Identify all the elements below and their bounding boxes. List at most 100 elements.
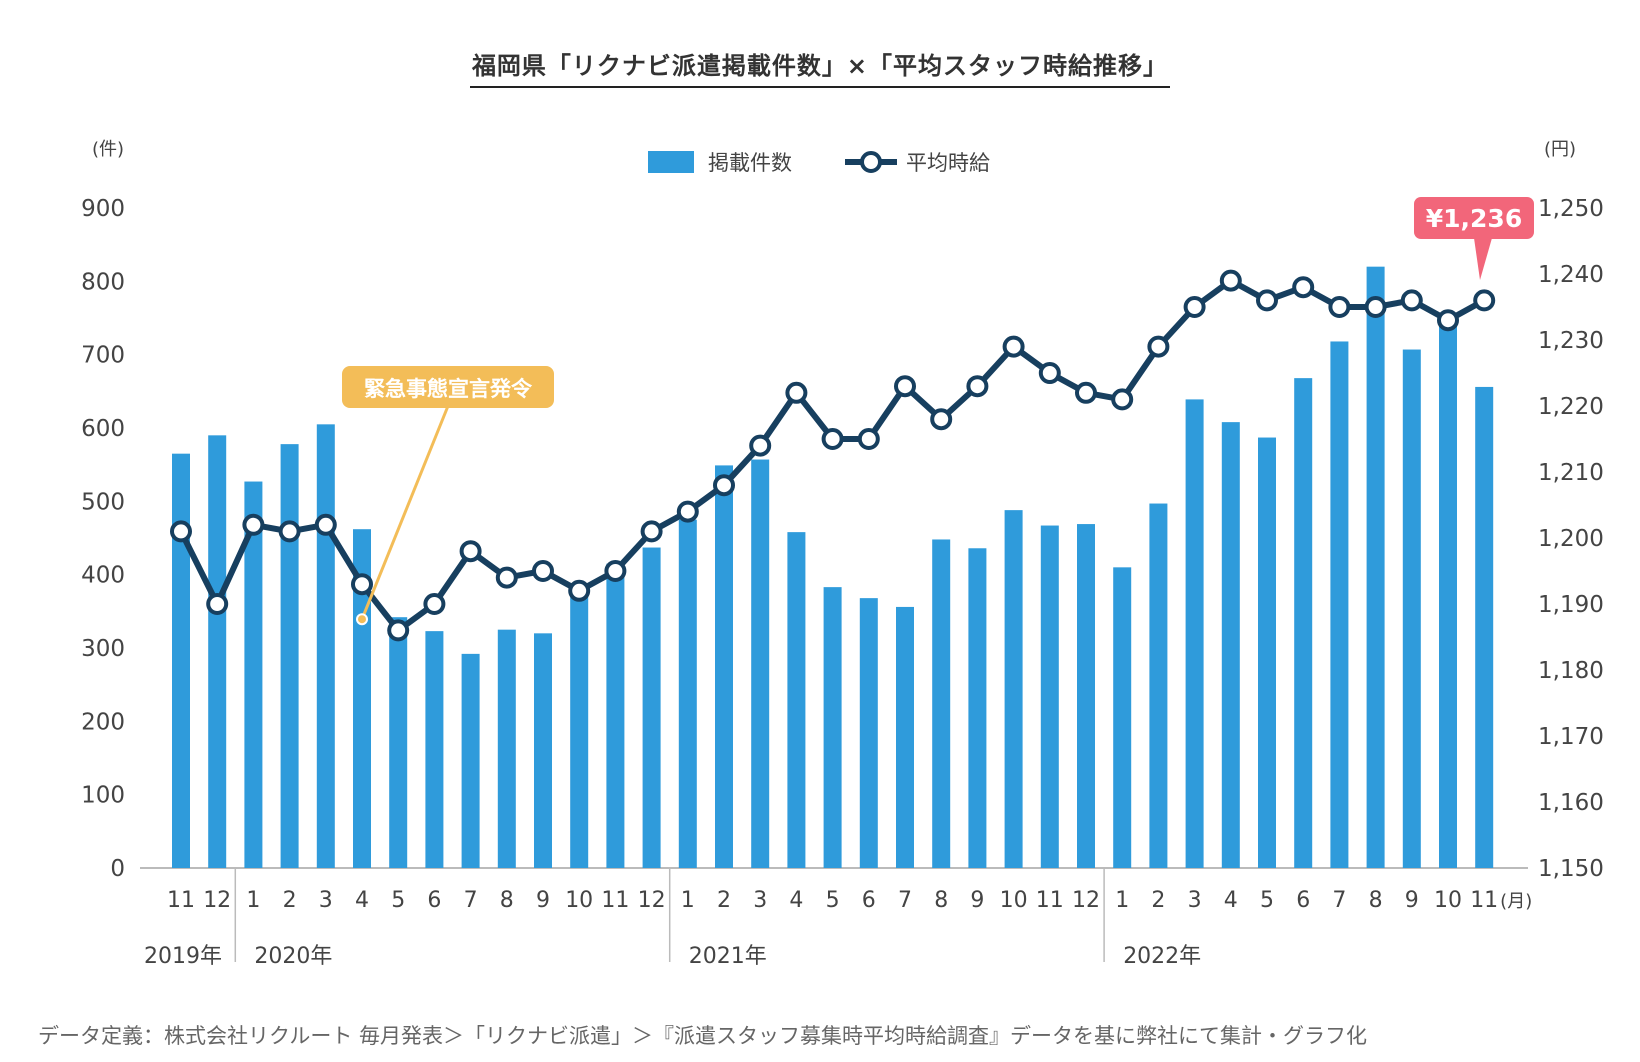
month-label: 2 bbox=[283, 888, 297, 913]
month-label: 7 bbox=[464, 888, 478, 913]
bar bbox=[606, 563, 625, 868]
month-label: 6 bbox=[1296, 888, 1310, 913]
bar bbox=[1185, 399, 1204, 868]
wage-point bbox=[170, 520, 192, 543]
wage-point bbox=[459, 540, 482, 563]
legend: 掲載件数 平均時給 bbox=[648, 151, 990, 175]
bar bbox=[461, 653, 480, 868]
month-label: 2 bbox=[717, 888, 731, 913]
left-tick-label: 200 bbox=[81, 709, 125, 735]
month-label: 7 bbox=[898, 888, 912, 913]
wage-point bbox=[785, 381, 808, 404]
legend-line-marker bbox=[860, 151, 882, 173]
right-tick-label: 1,250 bbox=[1538, 196, 1604, 222]
right-axis-unit: (円) bbox=[1544, 139, 1576, 160]
wage-point bbox=[713, 474, 735, 497]
wage-point bbox=[1292, 276, 1315, 299]
wage-point bbox=[1075, 381, 1097, 404]
month-label: 3 bbox=[753, 888, 767, 913]
month-label: 3 bbox=[1188, 888, 1202, 913]
bar bbox=[1294, 378, 1313, 868]
right-tick-label: 1,190 bbox=[1538, 592, 1604, 618]
annotation-layer: 緊急事態宣言発令 ¥1,236 bbox=[342, 197, 1534, 626]
highlight-label: ¥1,236 bbox=[1426, 204, 1522, 233]
wage-point bbox=[1256, 289, 1278, 312]
month-label: 11 bbox=[601, 888, 629, 913]
wage-point bbox=[278, 520, 301, 543]
wage-point bbox=[894, 375, 916, 398]
wage-point bbox=[1038, 362, 1061, 384]
bar bbox=[1439, 318, 1457, 868]
wage-point bbox=[568, 579, 591, 602]
left-tick-label: 700 bbox=[81, 343, 125, 369]
callout-box bbox=[342, 366, 554, 408]
left-tick-label: 500 bbox=[81, 489, 125, 515]
right-tick-label: 1,240 bbox=[1538, 262, 1604, 288]
bar bbox=[1366, 266, 1385, 869]
month-label: 6 bbox=[862, 888, 876, 913]
bar bbox=[389, 617, 408, 868]
year-label: 2021年 bbox=[689, 944, 767, 969]
wage-point bbox=[640, 520, 663, 543]
wage-point bbox=[857, 428, 880, 450]
bar-layer bbox=[172, 266, 1494, 869]
right-tick-label: 1,150 bbox=[1538, 856, 1604, 882]
bar bbox=[316, 424, 335, 868]
bar bbox=[751, 459, 770, 868]
month-label: 6 bbox=[427, 888, 441, 913]
bar bbox=[534, 633, 552, 868]
month-label: 8 bbox=[934, 888, 948, 913]
month-label: 12 bbox=[638, 888, 666, 913]
year-label: 2022年 bbox=[1123, 944, 1201, 969]
month-label: 9 bbox=[536, 888, 550, 913]
wage-point bbox=[930, 408, 953, 431]
right-tick-label: 1,160 bbox=[1538, 790, 1604, 816]
footnote: データ定義：株式会社リクルート 毎月発表＞「リクナビ派遣」＞『派遣スタッフ募集時… bbox=[38, 1024, 1368, 1048]
callout-dot bbox=[356, 613, 368, 626]
month-unit: (月) bbox=[1500, 891, 1532, 912]
bar bbox=[172, 453, 190, 868]
wage-point bbox=[1111, 388, 1134, 411]
bar bbox=[1402, 349, 1421, 868]
left-axis-unit: (件) bbox=[92, 139, 124, 160]
bar bbox=[1004, 510, 1023, 868]
wage-point bbox=[1147, 335, 1170, 358]
bar bbox=[353, 529, 371, 868]
wage-point bbox=[1400, 289, 1423, 312]
bar bbox=[208, 435, 227, 868]
month-label: 11 bbox=[167, 888, 195, 913]
bar bbox=[932, 539, 951, 868]
wage-point bbox=[242, 513, 265, 536]
bar bbox=[1149, 503, 1168, 868]
bar bbox=[823, 587, 842, 868]
bar bbox=[787, 532, 806, 868]
month-label: 9 bbox=[1405, 888, 1419, 913]
bar bbox=[1221, 422, 1240, 868]
bar bbox=[1475, 386, 1494, 868]
left-tick-label: 0 bbox=[110, 856, 125, 882]
month-label: 10 bbox=[565, 888, 593, 913]
legend-bar-swatch bbox=[648, 151, 694, 173]
wage-point bbox=[1002, 335, 1025, 358]
wage-point bbox=[423, 593, 446, 615]
month-label: 11 bbox=[1036, 888, 1064, 913]
right-tick-label: 1,200 bbox=[1538, 526, 1604, 552]
bar bbox=[1113, 567, 1132, 868]
bar bbox=[642, 547, 661, 868]
month-label: 1 bbox=[681, 888, 695, 913]
left-tick-label: 600 bbox=[81, 416, 125, 442]
month-label: 5 bbox=[1260, 888, 1274, 913]
highlight-pointer bbox=[1474, 238, 1492, 280]
month-label: 4 bbox=[1224, 888, 1238, 913]
bar bbox=[497, 629, 516, 868]
legend-line-label: 平均時給 bbox=[906, 151, 990, 175]
bar bbox=[244, 481, 263, 868]
bar bbox=[859, 598, 878, 868]
wage-line bbox=[178, 277, 1486, 634]
right-tick-label: 1,210 bbox=[1538, 460, 1604, 486]
wage-point bbox=[1183, 296, 1206, 318]
chart-title-text: 福岡県「リクナビ派遣掲載件数」×「平均スタッフ時給推移」 bbox=[469, 52, 1171, 88]
bar bbox=[280, 444, 299, 868]
month-label: 2 bbox=[1151, 888, 1165, 913]
wage-point bbox=[1364, 296, 1387, 318]
